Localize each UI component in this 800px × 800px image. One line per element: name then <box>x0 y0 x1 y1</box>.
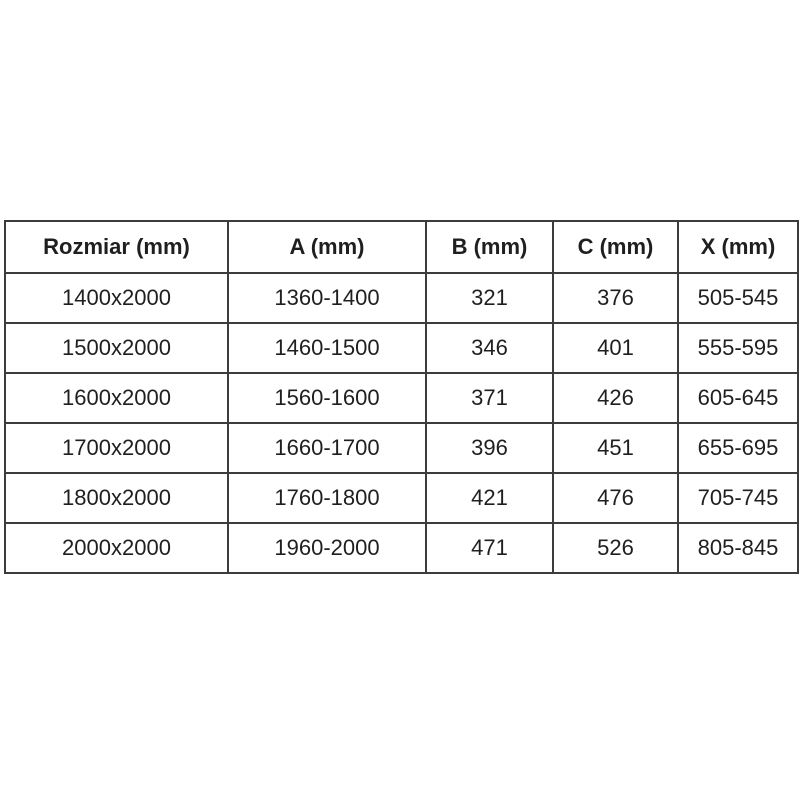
table-cell-r5-c1: 1960-2000 <box>227 522 427 574</box>
table-cell-r3-c2: 396 <box>425 422 554 474</box>
dimensions-table: Rozmiar (mm) A (mm) B (mm) C (mm) X (mm) 140… <box>4 220 799 574</box>
table-cell-r5-c4: 805-845 <box>677 522 799 574</box>
table-cell-r3-c1: 1660-1700 <box>227 422 427 474</box>
table-cell-r1-c4: 555-595 <box>677 322 799 374</box>
table-row: 1800x2000 1760-1800 421 476 705-745 <box>4 472 799 524</box>
table-cell-r3-c4: 655-695 <box>677 422 799 474</box>
header-row: Rozmiar (mm) A (mm) B (mm) C (mm) X (mm) <box>4 220 799 274</box>
table-row: 2000x2000 1960-2000 471 526 805-845 <box>4 522 799 574</box>
table-cell-r0-c4: 505-545 <box>677 272 799 324</box>
table-row: 1700x2000 1660-1700 396 451 655-695 <box>4 422 799 474</box>
table-cell-r2-c1: 1560-1600 <box>227 372 427 424</box>
table-cell-r2-c3: 426 <box>552 372 679 424</box>
table-cell-r0-c3: 376 <box>552 272 679 324</box>
table-row: 1600x2000 1560-1600 371 426 605-645 <box>4 372 799 424</box>
table-cell-r1-c1: 1460-1500 <box>227 322 427 374</box>
table-cell-r4-c1: 1760-1800 <box>227 472 427 524</box>
table-cell-r1-c3: 401 <box>552 322 679 374</box>
table-cell-r0-c0: 1400x2000 <box>4 272 229 324</box>
table-row: 1500x2000 1460-1500 346 401 555-595 <box>4 322 799 374</box>
column-header-1: A (mm) <box>227 220 427 274</box>
dimensions-table-header: Rozmiar (mm) A (mm) B (mm) C (mm) X (mm) <box>4 220 799 274</box>
table-cell-r5-c3: 526 <box>552 522 679 574</box>
column-header-4: X (mm) <box>677 220 799 274</box>
table-cell-r3-c3: 451 <box>552 422 679 474</box>
table-cell-r1-c0: 1500x2000 <box>4 322 229 374</box>
table-cell-r2-c0: 1600x2000 <box>4 372 229 424</box>
table-cell-r1-c2: 346 <box>425 322 554 374</box>
table-row: 1400x2000 1360-1400 321 376 505-545 <box>4 272 799 324</box>
table-cell-r2-c2: 371 <box>425 372 554 424</box>
column-header-0: Rozmiar (mm) <box>4 220 229 274</box>
table-cell-r5-c0: 2000x2000 <box>4 522 229 574</box>
table-cell-r4-c0: 1800x2000 <box>4 472 229 524</box>
table-cell-r4-c2: 421 <box>425 472 554 524</box>
table-cell-r3-c0: 1700x2000 <box>4 422 229 474</box>
table-cell-r4-c4: 705-745 <box>677 472 799 524</box>
table-cell-r5-c2: 471 <box>425 522 554 574</box>
table-cell-r0-c2: 321 <box>425 272 554 324</box>
table-cell-r2-c4: 605-645 <box>677 372 799 424</box>
table-cell-r0-c1: 1360-1400 <box>227 272 427 324</box>
dimensions-table-body: 1400x2000 1360-1400 321 376 505-545 1500x2000… <box>4 272 799 574</box>
table-cell-r4-c3: 476 <box>552 472 679 524</box>
column-header-2: B (mm) <box>425 220 554 274</box>
column-header-3: C (mm) <box>552 220 679 274</box>
